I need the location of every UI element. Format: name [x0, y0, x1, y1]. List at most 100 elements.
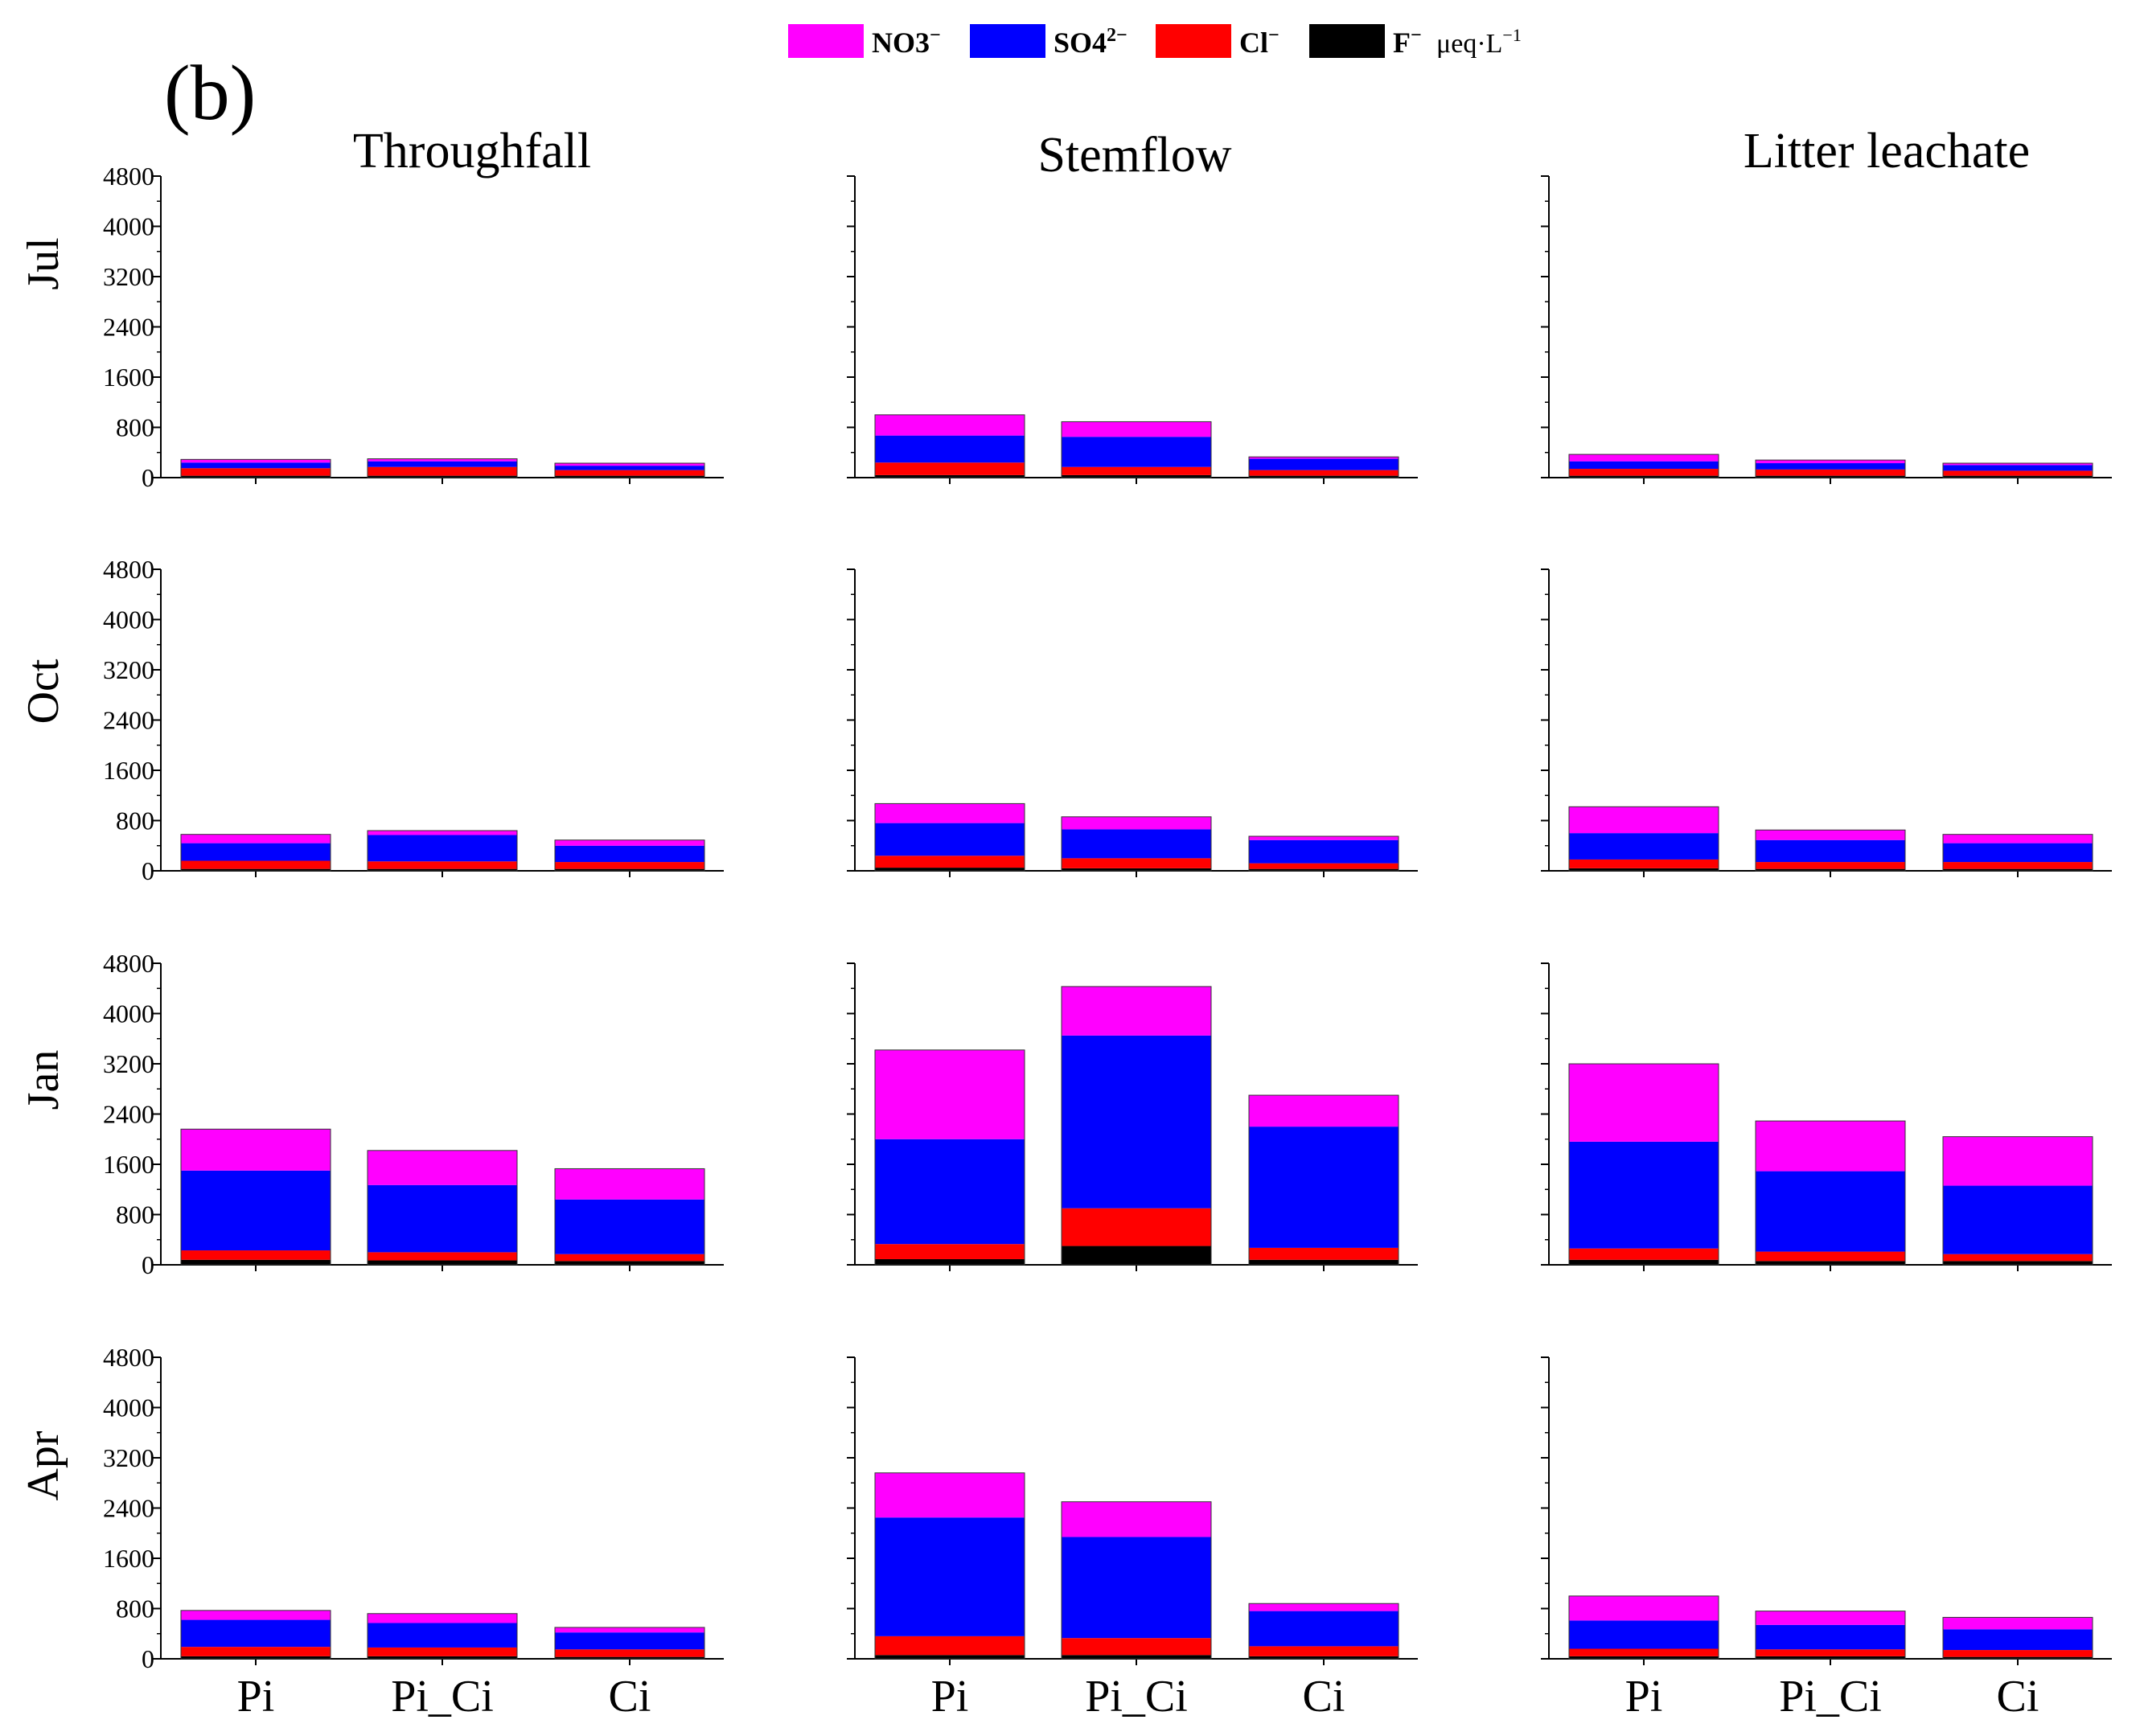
bar-segment-jul-litter-leachate-ci-cl	[1943, 470, 2093, 476]
bar-segment-apr-throughfall-ci-so4	[555, 1632, 704, 1650]
bar-outline-oct-stemflow-pi	[874, 802, 1025, 872]
bar-segment-jul-litter-leachate-pi-ci-f	[1756, 475, 1905, 478]
row-label-oct: Oct	[18, 659, 68, 724]
bar-segment-jan-throughfall-ci-no3	[555, 1168, 704, 1200]
y-tick-label-jul-throughfall: 3200	[103, 262, 154, 291]
bar-segment-jan-throughfall-pi-cl	[181, 1250, 331, 1260]
bar-segment-apr-throughfall-ci-f	[555, 1656, 704, 1659]
x-label-stemflow-ci: Ci	[1303, 1672, 1345, 1722]
legend-label-no3: NO3−	[872, 25, 941, 59]
bar-segment-oct-throughfall-pi-f	[181, 868, 331, 871]
bar-segment-jan-throughfall-pi-ci-cl	[368, 1252, 517, 1261]
y-tick-label-jan-throughfall: 2400	[103, 1100, 154, 1129]
bar-segment-jan-stemflow-pi-ci-cl	[1062, 1208, 1211, 1246]
bar-segment-oct-stemflow-pi-f	[875, 868, 1025, 871]
y-tick-label-apr-throughfall: 0	[142, 1644, 154, 1673]
bar-segment-jan-litter-leachate-ci-cl	[1943, 1254, 2093, 1262]
bar-segment-oct-litter-leachate-pi-ci-no3	[1756, 830, 1905, 840]
bar-segment-oct-stemflow-pi-ci-f	[1062, 868, 1211, 871]
bar-segment-oct-litter-leachate-ci-f	[1943, 868, 2093, 871]
bar-segment-oct-throughfall-ci-f	[555, 868, 704, 871]
panel-jul-stemflow	[847, 175, 1418, 484]
bar-segment-jul-stemflow-pi-ci-so4	[1062, 437, 1211, 467]
bar-segment-jan-throughfall-pi-so4	[181, 1170, 331, 1251]
bar-outline-jan-throughfall-pi-ci	[367, 1150, 518, 1266]
y-tick-label-apr-throughfall: 4800	[103, 1343, 154, 1372]
bar-segment-jul-litter-leachate-pi-ci-no3	[1756, 460, 1905, 464]
bar-segment-jan-stemflow-pi-so4	[875, 1139, 1025, 1245]
y-tick-label-oct-throughfall: 0	[142, 856, 154, 885]
legend-swatch-cl	[1156, 24, 1231, 58]
x-label-litter-pi: Pi	[1625, 1672, 1663, 1722]
bar-segment-jan-litter-leachate-pi-no3	[1569, 1064, 1719, 1142]
bar-segment-oct-throughfall-ci-cl	[555, 862, 704, 869]
bar-outline-apr-litter-leachate-ci	[1942, 1616, 2093, 1660]
bar-segment-jan-throughfall-ci-so4	[555, 1199, 704, 1254]
bar-segment-oct-throughfall-pi-no3	[181, 834, 331, 843]
bar-segment-jan-stemflow-ci-no3	[1249, 1095, 1399, 1127]
bar-segment-apr-litter-leachate-pi-ci-no3	[1756, 1611, 1905, 1625]
bar-segment-jul-throughfall-ci-f	[555, 475, 704, 478]
bar-segment-oct-throughfall-pi-ci-f	[368, 868, 517, 871]
y-tick-label-apr-throughfall: 2400	[103, 1494, 154, 1523]
bar-segment-oct-litter-leachate-pi-f	[1569, 868, 1719, 871]
bar-segment-oct-litter-leachate-ci-so4	[1943, 843, 2093, 863]
legend-label-cl: Cl−	[1239, 25, 1279, 59]
bar-segment-jul-stemflow-pi-ci-f	[1062, 474, 1211, 478]
x-label-throughfall-pi: Pi	[237, 1672, 275, 1722]
legend-label-so4: SO42−	[1054, 25, 1128, 59]
bar-segment-apr-litter-leachate-ci-no3	[1943, 1617, 2093, 1630]
bar-segment-oct-throughfall-pi-ci-no3	[368, 831, 517, 835]
bar-segment-apr-stemflow-pi-ci-so4	[1062, 1537, 1211, 1639]
bar-segment-jul-litter-leachate-pi-ci-so4	[1756, 463, 1905, 470]
bar-segment-apr-litter-leachate-ci-so4	[1943, 1629, 2093, 1651]
bar-segment-oct-throughfall-pi-so4	[181, 843, 331, 861]
bar-segment-jan-stemflow-ci-cl	[1249, 1247, 1399, 1260]
bar-segment-jul-stemflow-pi-f	[875, 474, 1025, 478]
bar-segment-oct-stemflow-pi-cl	[875, 856, 1025, 868]
bar-segment-oct-stemflow-pi-ci-no3	[1062, 816, 1211, 830]
bar-outline-oct-litter-leachate-pi	[1568, 806, 1719, 872]
bar-outline-oct-throughfall-ci	[554, 839, 705, 872]
y-tick-label-jan-throughfall: 3200	[103, 1049, 154, 1078]
bar-segment-apr-stemflow-pi-no3	[875, 1472, 1025, 1518]
bar-outline-jul-throughfall-ci	[554, 462, 705, 478]
bar-segment-jul-stemflow-ci-f	[1249, 475, 1399, 478]
bar-segment-oct-stemflow-ci-cl	[1249, 863, 1399, 869]
bar-outline-oct-litter-leachate-pi-ci	[1755, 829, 1906, 872]
panel-apr-throughfall: 0 800 1600 2400 3200 4000 4800	[103, 1343, 724, 1673]
bar-segment-jan-litter-leachate-pi-cl	[1569, 1248, 1719, 1260]
column-title-litter-leachate: Litter leachate	[1744, 124, 2030, 179]
column-title-stemflow: Stemflow	[1037, 128, 1231, 183]
bar-segment-jan-throughfall-pi-ci-no3	[368, 1150, 517, 1185]
bar-segment-jul-throughfall-pi-cl	[181, 468, 331, 476]
bar-outline-apr-throughfall-pi-ci	[367, 1613, 518, 1660]
bar-segment-apr-stemflow-ci-no3	[1249, 1603, 1399, 1611]
panel-oct-litter-leachate	[1541, 568, 2112, 877]
bar-segment-jan-stemflow-ci-f	[1249, 1259, 1399, 1265]
bar-outline-oct-throughfall-pi-ci	[367, 830, 518, 872]
bar-segment-jul-litter-leachate-pi-so4	[1569, 461, 1719, 470]
legend-swatch-so4	[970, 24, 1045, 58]
bar-segment-jan-litter-leachate-pi-f	[1569, 1259, 1719, 1265]
bar-segment-oct-litter-leachate-pi-ci-f	[1756, 868, 1905, 871]
y-tick-label-oct-throughfall: 4800	[103, 555, 154, 584]
y-tick-label-apr-throughfall: 4000	[103, 1393, 154, 1422]
bar-segment-jul-stemflow-pi-cl	[875, 462, 1025, 475]
y-tick-label-jan-throughfall: 4000	[103, 999, 154, 1028]
panel-jan-stemflow	[847, 962, 1418, 1271]
bar-segment-apr-throughfall-pi-cl	[181, 1647, 331, 1656]
bar-segment-jul-litter-leachate-ci-f	[1943, 475, 2093, 478]
legend-units: μeq·L−1	[1436, 25, 1522, 59]
bar-segment-apr-litter-leachate-ci-cl	[1943, 1650, 2093, 1657]
bar-segment-jul-throughfall-pi-f	[181, 475, 331, 478]
bar-segment-jul-stemflow-pi-no3	[875, 414, 1025, 436]
row-label-apr: Apr	[18, 1430, 68, 1500]
bar-segment-oct-stemflow-pi-no3	[875, 803, 1025, 823]
y-tick-label-oct-throughfall: 2400	[103, 706, 154, 735]
y-tick-label-jul-throughfall: 1600	[103, 363, 154, 392]
bar-segment-apr-throughfall-pi-ci-cl	[368, 1647, 517, 1656]
bar-segment-jul-stemflow-pi-ci-cl	[1062, 466, 1211, 475]
bar-segment-apr-throughfall-ci-cl	[555, 1649, 704, 1657]
y-tick-label-jan-throughfall: 4800	[103, 949, 154, 978]
